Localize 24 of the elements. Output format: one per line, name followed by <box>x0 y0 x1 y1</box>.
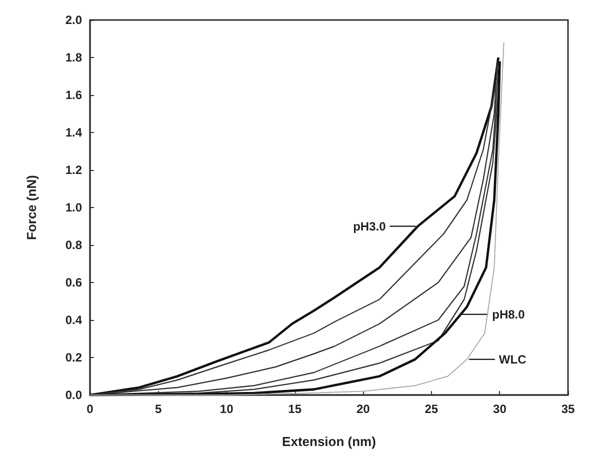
y-tick-label: 0.0 <box>65 388 82 402</box>
y-tick-label: 0.2 <box>65 350 82 364</box>
y-tick-label: 1.8 <box>65 50 82 64</box>
y-tick-label: 2.0 <box>65 13 82 27</box>
annotation: pH8.0 <box>492 307 526 322</box>
y-tick-label: 0.6 <box>65 276 82 290</box>
y-tick-label: 0.8 <box>65 238 82 252</box>
y-tick-label: 1.4 <box>65 126 82 140</box>
x-tick-label: 25 <box>424 402 438 416</box>
x-tick-label: 20 <box>356 402 370 416</box>
y-tick-label: 1.0 <box>65 200 82 214</box>
x-axis-title: Extension (nm) <box>282 434 376 449</box>
x-tick-label: 0 <box>86 402 94 416</box>
x-tick-label: 5 <box>154 402 162 416</box>
y-tick-label: 1.2 <box>65 163 82 177</box>
x-tick-label: 10 <box>220 402 234 416</box>
y-axis-title: Force (nN) <box>24 175 39 240</box>
x-tick-label: 30 <box>493 402 507 416</box>
x-tick-label: 15 <box>288 402 302 416</box>
y-tick-label: 0.4 <box>65 313 82 327</box>
x-tick-label: 35 <box>561 402 575 416</box>
y-tick-label: 1.6 <box>65 88 82 102</box>
annotation: pH3.0 <box>353 219 386 234</box>
annotation: WLC <box>498 352 527 366</box>
